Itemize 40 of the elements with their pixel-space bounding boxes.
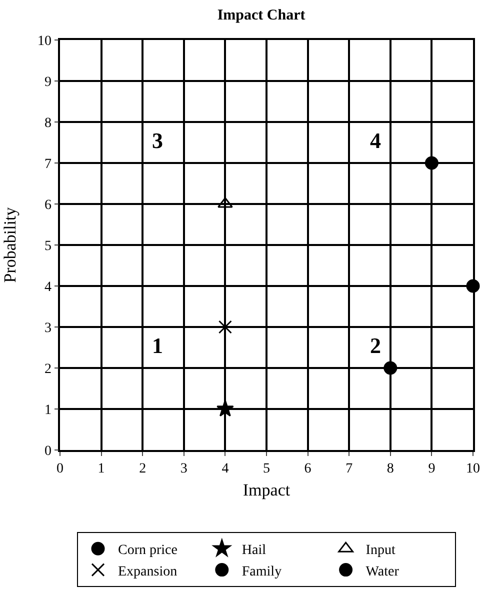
point (218, 197, 233, 208)
y-tick-label: 6 (44, 198, 52, 213)
x-tick-label: 9 (428, 462, 436, 477)
x-tick-label: 6 (304, 462, 312, 477)
x-axis-title: Impact (242, 480, 290, 500)
legend-label: Input (366, 543, 396, 558)
point (216, 400, 234, 417)
annotation: 3 (152, 128, 163, 153)
legend-label: Expansion (118, 564, 178, 580)
x-tick-label: 0 (56, 462, 64, 477)
y-tick-label: 0 (44, 444, 52, 459)
x-tick-label: 4 (222, 462, 229, 477)
y-tick-label: 10 (37, 34, 52, 49)
x-tick-label: 8 (386, 462, 394, 477)
legend-label: Water (366, 564, 400, 580)
y-tick-label: 2 (44, 362, 52, 377)
y-tick-label: 5 (44, 238, 52, 254)
annotation: 4 (370, 128, 381, 153)
legend-label: Hail (242, 543, 266, 558)
x-tick-label: 5 (263, 462, 270, 477)
chart-title: Impact Chart (217, 8, 306, 24)
x-tick-label: 2 (139, 462, 146, 477)
y-tick-label: 9 (44, 74, 52, 90)
x-tick-label: 3 (180, 462, 188, 477)
legend-label: Corn price (118, 543, 178, 558)
annotation: 2 (370, 333, 381, 358)
x-tick-label: 7 (346, 462, 353, 477)
y-tick-label: 8 (44, 116, 52, 131)
annotation: 1 (152, 333, 163, 358)
y-tick-label: 3 (44, 320, 52, 336)
y-tick-label: 4 (44, 280, 52, 295)
y-tick-label: 7 (44, 156, 52, 172)
point (424, 156, 438, 170)
y-axis-title: Probability (0, 206, 20, 283)
y-tick-label: 1 (44, 402, 52, 418)
x-tick-label: 1 (98, 462, 105, 477)
x-tick-label: 10 (466, 462, 480, 477)
legend-label: Family (242, 564, 282, 580)
point (384, 361, 398, 375)
point (218, 320, 232, 334)
